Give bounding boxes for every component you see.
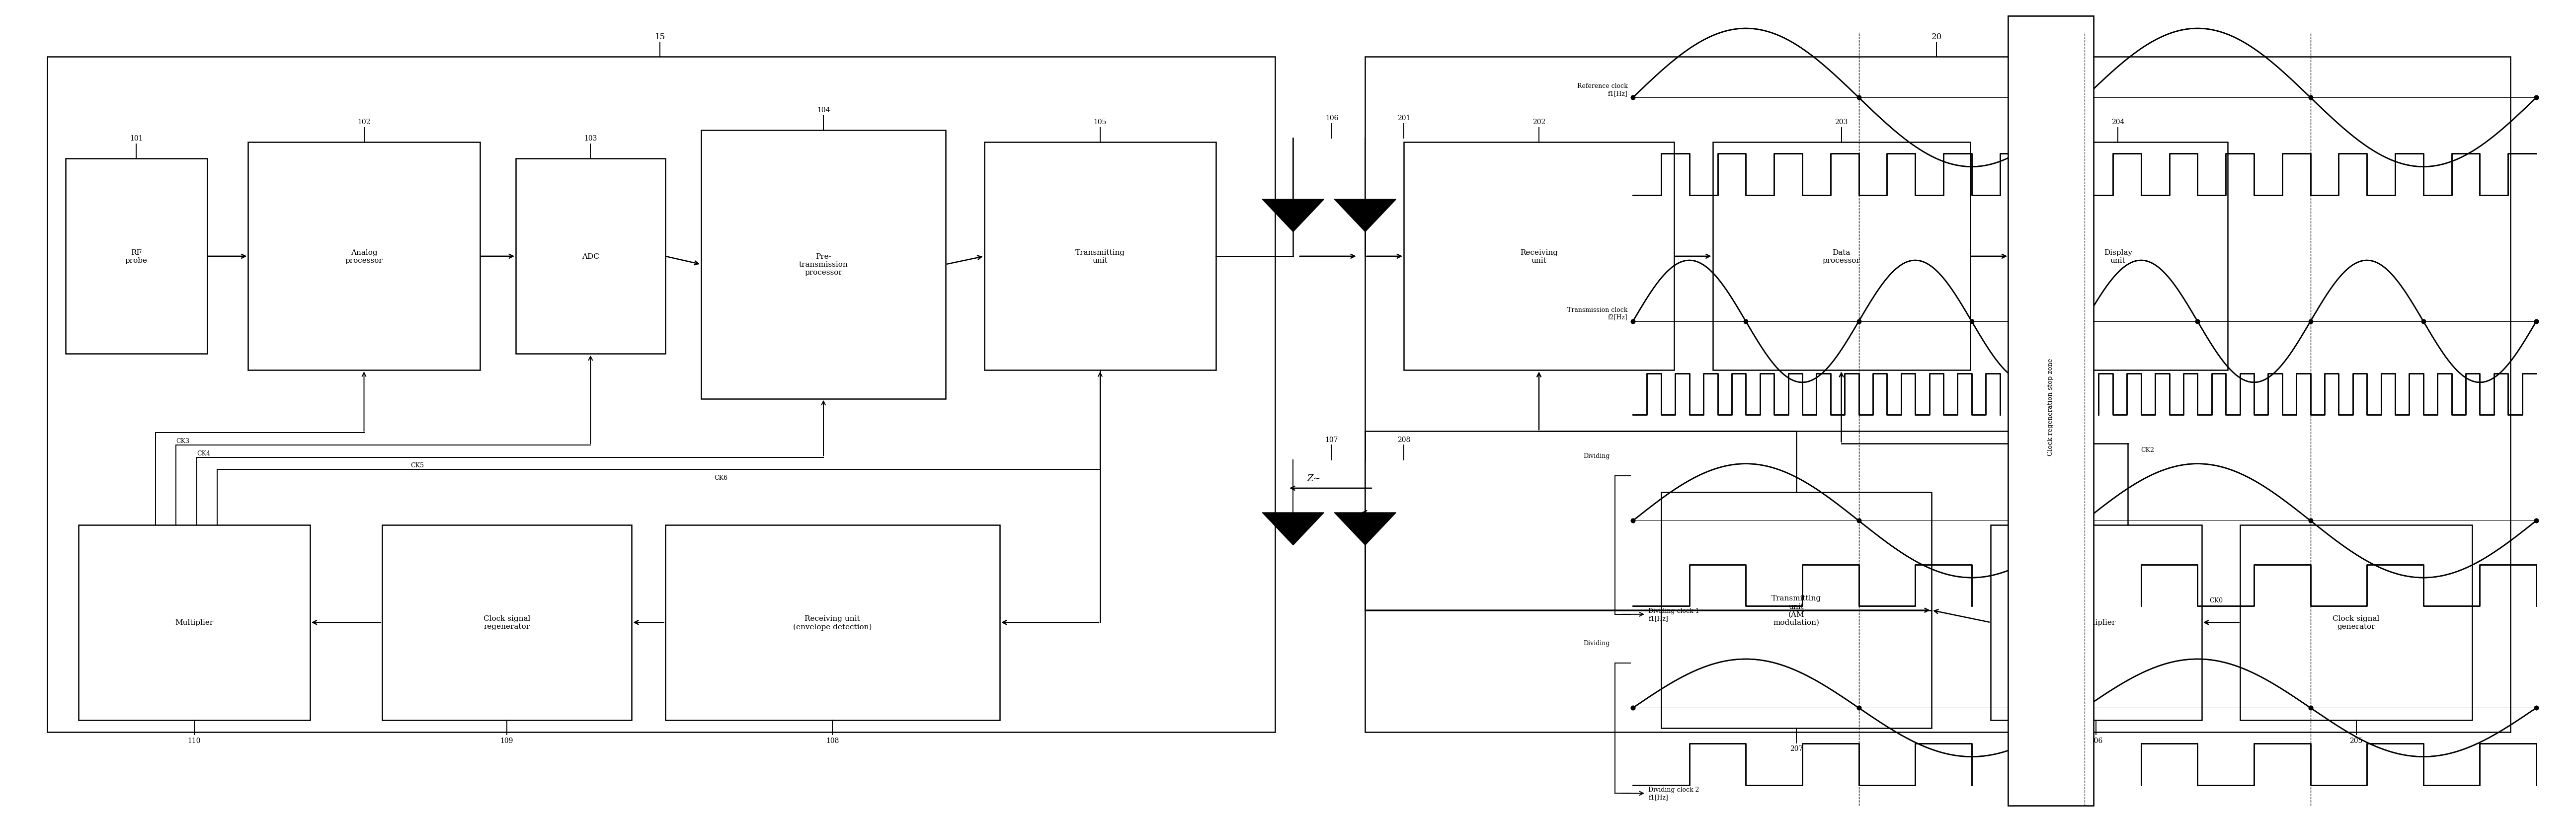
Text: Clock signal
generator: Clock signal generator bbox=[2334, 615, 2380, 630]
Text: Data
processor: Data processor bbox=[1824, 249, 1860, 264]
Text: 102: 102 bbox=[358, 119, 371, 126]
Bar bbox=[1365, 57, 2512, 733]
Bar bbox=[381, 525, 631, 720]
Text: CK1: CK1 bbox=[2076, 435, 2092, 441]
Text: CK2: CK2 bbox=[2141, 447, 2154, 453]
Bar bbox=[1991, 525, 2202, 720]
Polygon shape bbox=[1334, 199, 1396, 232]
Text: Transmitting
unit
(AM
modulation): Transmitting unit (AM modulation) bbox=[1772, 595, 1821, 626]
Text: Dividing: Dividing bbox=[1584, 453, 1610, 459]
Bar bbox=[64, 159, 206, 354]
Text: Clock signal
regenerator: Clock signal regenerator bbox=[484, 615, 531, 630]
Text: CK3: CK3 bbox=[175, 438, 191, 444]
Text: 206: 206 bbox=[2089, 737, 2102, 744]
Text: 104: 104 bbox=[817, 107, 829, 114]
Text: Analog
processor: Analog processor bbox=[345, 249, 384, 264]
Text: 101: 101 bbox=[129, 135, 142, 142]
Text: ADC: ADC bbox=[582, 253, 600, 260]
Text: CK6: CK6 bbox=[714, 475, 726, 481]
Text: CK5: CK5 bbox=[410, 462, 422, 469]
Text: 107: 107 bbox=[1324, 436, 1340, 443]
Text: 20: 20 bbox=[1932, 33, 1942, 42]
Bar bbox=[2007, 16, 2094, 806]
Text: RF
probe: RF probe bbox=[126, 249, 147, 264]
Bar bbox=[515, 159, 665, 354]
Text: Receiving unit
(envelope detection): Receiving unit (envelope detection) bbox=[793, 615, 871, 630]
Bar bbox=[665, 525, 999, 720]
Text: CK4: CK4 bbox=[196, 450, 211, 457]
Bar bbox=[1404, 142, 1674, 370]
Text: Dividing clock 2
f1[Hz]: Dividing clock 2 f1[Hz] bbox=[1649, 786, 1700, 800]
Text: Transmitting
unit: Transmitting unit bbox=[1074, 249, 1126, 264]
Text: 205: 205 bbox=[2349, 737, 2362, 744]
Text: 105: 105 bbox=[1095, 119, 1108, 126]
Text: 15: 15 bbox=[654, 33, 665, 42]
Text: Display
unit: Display unit bbox=[2105, 249, 2133, 264]
Text: Clock regeneration stop zone: Clock regeneration stop zone bbox=[2048, 358, 2053, 456]
Text: 202: 202 bbox=[1533, 119, 1546, 126]
Bar bbox=[701, 130, 945, 399]
Bar bbox=[1713, 142, 1971, 370]
Text: 204: 204 bbox=[2112, 119, 2125, 126]
Bar bbox=[2009, 142, 2228, 370]
Text: 103: 103 bbox=[585, 135, 598, 142]
Text: Multiplier: Multiplier bbox=[2076, 619, 2115, 626]
Text: 110: 110 bbox=[188, 737, 201, 744]
Text: 203: 203 bbox=[1834, 119, 1847, 126]
Polygon shape bbox=[1262, 199, 1324, 232]
Text: Clock regeneration stop zone: Clock regeneration stop zone bbox=[2048, 358, 2053, 456]
Text: Receiving
unit: Receiving unit bbox=[1520, 249, 1558, 264]
Text: 106: 106 bbox=[1324, 115, 1340, 122]
Text: CK0: CK0 bbox=[2210, 597, 2223, 604]
Text: Pre-
transmission
processor: Pre- transmission processor bbox=[799, 253, 848, 276]
Text: 207: 207 bbox=[1790, 745, 1803, 752]
Text: Dividing: Dividing bbox=[1584, 640, 1610, 646]
Text: 109: 109 bbox=[500, 737, 513, 744]
Text: Transmission clock
f2[Hz]: Transmission clock f2[Hz] bbox=[1566, 307, 1628, 321]
Text: 201: 201 bbox=[1396, 115, 1412, 122]
Text: Multiplier: Multiplier bbox=[175, 619, 214, 626]
Bar bbox=[247, 142, 479, 370]
Bar bbox=[77, 525, 309, 720]
Text: 208: 208 bbox=[1396, 436, 1409, 443]
Text: Reference clock
f1[Hz]: Reference clock f1[Hz] bbox=[1577, 83, 1628, 97]
Bar bbox=[2007, 16, 2094, 806]
Polygon shape bbox=[1334, 513, 1396, 545]
Text: 108: 108 bbox=[827, 737, 840, 744]
Bar bbox=[46, 57, 1275, 733]
Text: Dividing clock 1
f1[Hz]: Dividing clock 1 f1[Hz] bbox=[1649, 607, 1700, 621]
Bar bbox=[2241, 525, 2473, 720]
Polygon shape bbox=[1262, 513, 1324, 545]
Bar bbox=[1662, 492, 1932, 729]
Text: Z∼: Z∼ bbox=[1306, 474, 1321, 483]
Bar bbox=[984, 142, 1216, 370]
